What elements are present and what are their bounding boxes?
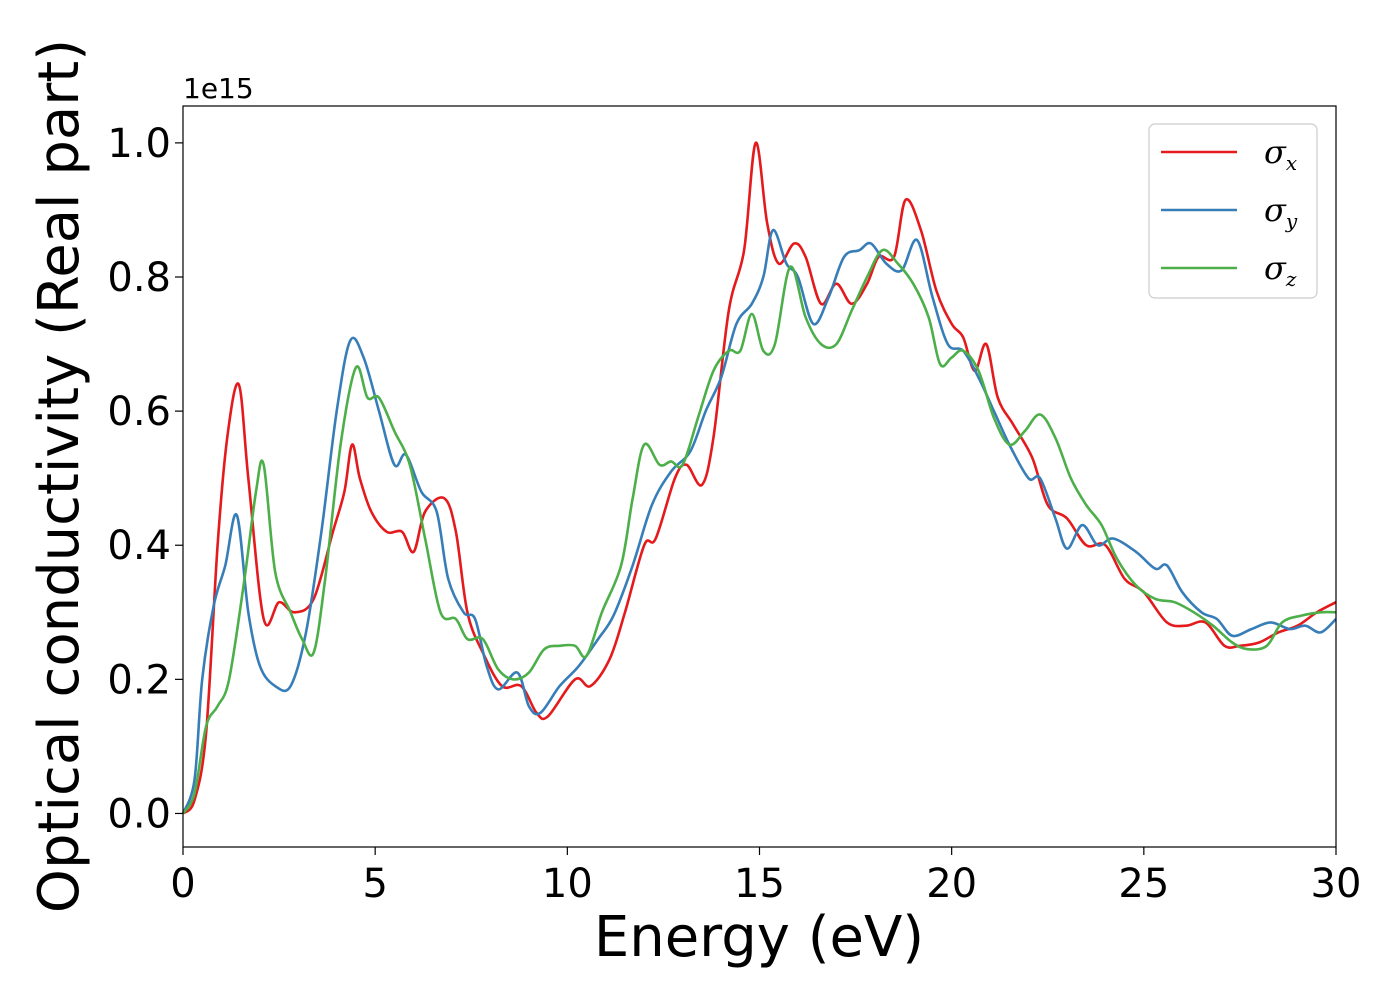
- legend-label-z: σz: [1264, 249, 1297, 291]
- y-tick-label: 0.6: [107, 389, 171, 435]
- y-tick-label: 1.0: [107, 121, 171, 167]
- series-line-z: [181, 248, 1337, 815]
- x-tick-label: 10: [542, 861, 593, 907]
- y-tick-label: 0.4: [107, 523, 171, 569]
- x-tick-label: 0: [170, 861, 195, 907]
- legend-label-y: σy: [1264, 191, 1298, 233]
- series-layer: [181, 141, 1337, 815]
- y-tick-label: 0.2: [107, 657, 171, 703]
- x-tick-label: 30: [1311, 861, 1362, 907]
- legend-symbol: σ: [1264, 191, 1287, 229]
- y-tick-label: 0.8: [107, 255, 171, 301]
- series-line-x: [181, 141, 1337, 815]
- legend-subscript: x: [1286, 151, 1297, 175]
- y-tick-label: 0.0: [107, 791, 171, 837]
- legend-label-x: σx: [1264, 133, 1297, 175]
- legend-symbol: σ: [1264, 133, 1287, 171]
- x-tick-label: 25: [1118, 861, 1169, 907]
- y-offset-label: 1e15: [183, 72, 254, 105]
- series-line-y: [181, 228, 1337, 814]
- plot-area: [183, 106, 1336, 847]
- x-axis-label: Energy (eV): [594, 905, 924, 970]
- legend-subscript: z: [1285, 267, 1297, 291]
- x-tick-label: 15: [734, 861, 785, 907]
- legend-symbol: σ: [1264, 249, 1287, 287]
- x-tick-label: 5: [362, 861, 387, 907]
- y-axis-label: Optical conductivity (Real part): [27, 39, 92, 913]
- y-axis: 0.0 0.2 0.4 0.6 0.8 1.0: [107, 121, 183, 837]
- x-axis: 0 5 10 15 20 25 30: [170, 847, 1361, 907]
- x-tick-label: 20: [926, 861, 977, 907]
- legend-subscript: y: [1285, 209, 1298, 233]
